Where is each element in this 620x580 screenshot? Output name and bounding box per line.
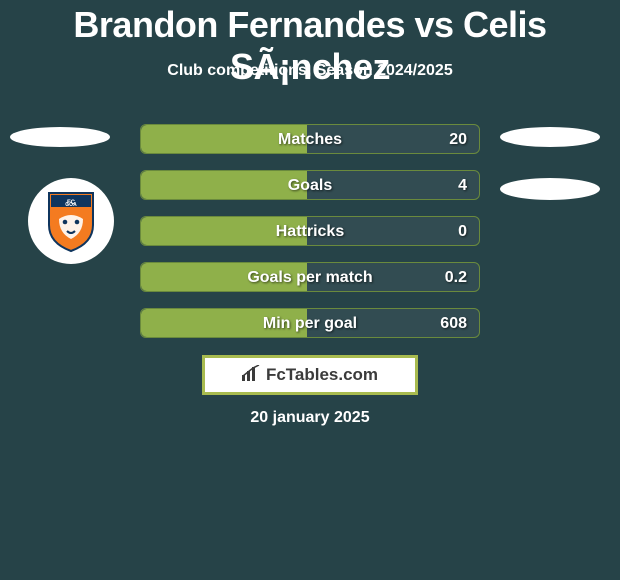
shield-eye-left xyxy=(63,220,68,225)
site-badge: FcTables.com xyxy=(202,355,418,395)
stat-value: 608 xyxy=(440,309,467,337)
stat-fill xyxy=(141,171,307,199)
stat-fill xyxy=(141,125,307,153)
stat-fill xyxy=(141,309,307,337)
stat-row: Min per goal608 xyxy=(140,308,480,338)
player-photo-right xyxy=(500,127,600,147)
stat-fill xyxy=(141,217,307,245)
stat-value: 0.2 xyxy=(445,263,467,291)
date-line: 20 january 2025 xyxy=(0,409,620,427)
stat-row: Hattricks0 xyxy=(140,216,480,246)
stat-value: 4 xyxy=(458,171,467,199)
stat-row: Goals4 xyxy=(140,170,480,200)
club-badge-left: FC GOA xyxy=(28,178,114,264)
club-photo-right xyxy=(500,178,600,200)
subtitle: Club competitions, Season 2024/2025 xyxy=(0,62,620,80)
player-photo-left xyxy=(10,127,110,147)
shield-eye-right xyxy=(75,220,80,225)
stat-row: Goals per match0.2 xyxy=(140,262,480,292)
comparison-card: Brandon Fernandes vs Celis SÃ¡nchez Club… xyxy=(0,0,620,580)
bar-chart-icon xyxy=(242,359,262,393)
stat-value: 20 xyxy=(449,125,467,153)
stat-row: Matches20 xyxy=(140,124,480,154)
stats-container: Matches20 Goals4 Hattricks0 Goals per match… xyxy=(140,124,480,354)
fc-goa-shield-icon: FC GOA xyxy=(45,189,97,253)
shield-text-bottom: GOA xyxy=(65,202,77,208)
stat-fill xyxy=(141,263,307,291)
stat-value: 0 xyxy=(458,217,467,245)
site-badge-text: FcTables.com xyxy=(266,365,378,384)
